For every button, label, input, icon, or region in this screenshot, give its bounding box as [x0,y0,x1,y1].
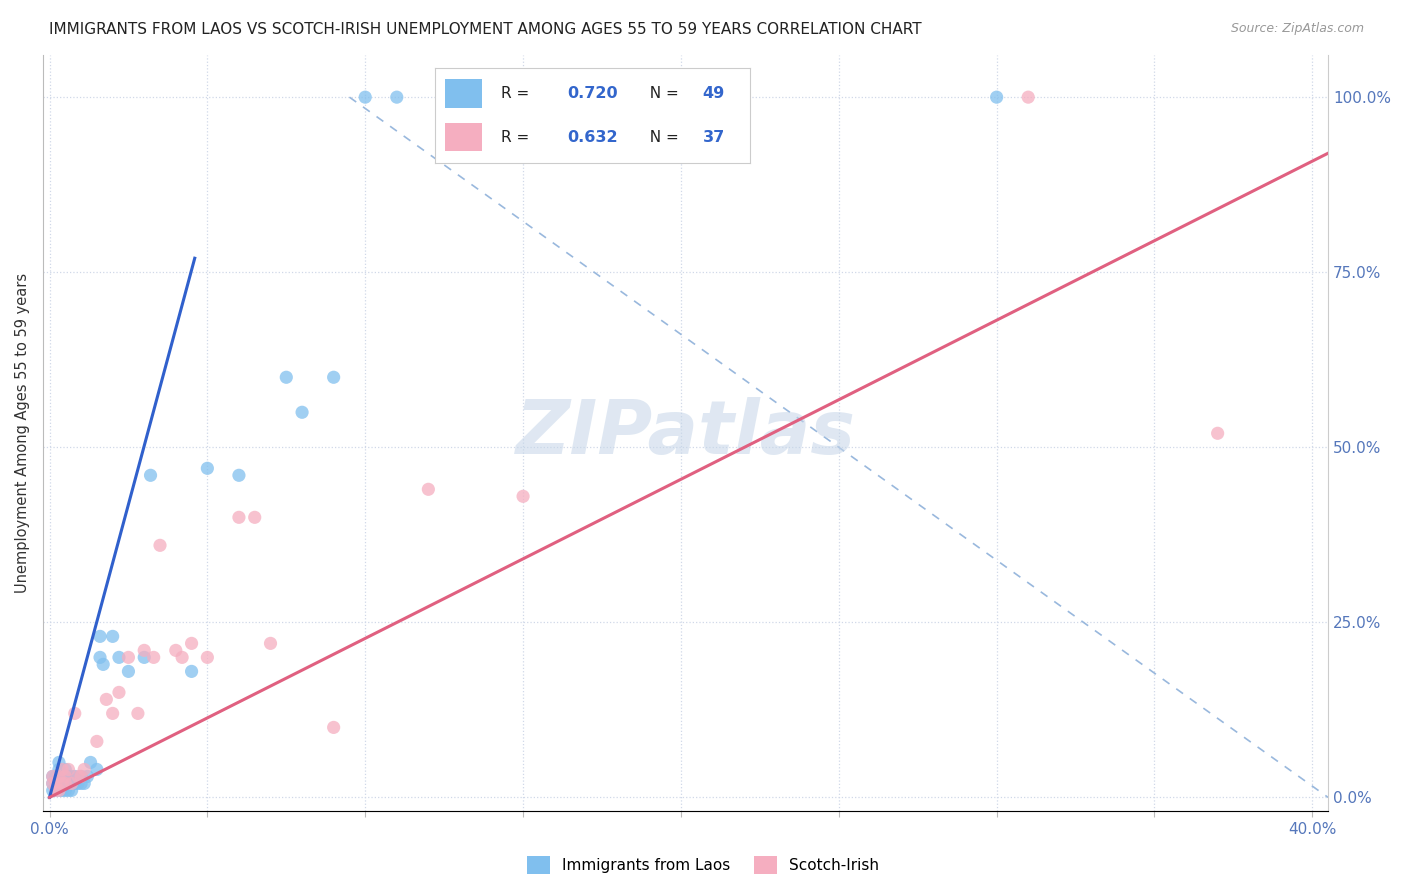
Point [70,769,93,783]
Text: ZIPatlas: ZIPatlas [516,397,856,470]
Point [51,783,73,797]
Point [139,468,162,483]
Text: Source: ZipAtlas.com: Source: ZipAtlas.com [1230,22,1364,36]
Point [89,629,111,643]
Point [60,783,83,797]
Point [53,776,76,790]
Point [322,370,344,384]
Point [108,685,131,699]
Point [127,706,149,721]
Point [41,769,63,783]
Point [73,776,96,790]
Point [45,776,67,790]
Point [48,769,70,783]
Point [53,783,76,797]
Point [48,776,70,790]
Point [117,665,139,679]
Point [58,763,80,777]
Point [195,650,218,665]
Point [180,636,202,650]
Point [45,769,67,783]
Point [53,776,76,790]
Point [60,776,83,790]
Point [276,370,298,384]
Point [1206,426,1229,441]
Point [228,510,250,524]
Point [45,776,67,790]
Text: IMMIGRANTS FROM LAOS VS SCOTCH-IRISH UNEMPLOYMENT AMONG AGES 55 TO 59 YEARS CORR: IMMIGRANTS FROM LAOS VS SCOTCH-IRISH UNE… [49,22,922,37]
Point [41,776,63,790]
Point [172,650,194,665]
Point [60,776,83,790]
Point [63,769,86,783]
Point [41,776,63,790]
Point [1017,90,1039,104]
Point [41,783,63,797]
Point [89,650,111,665]
Point [117,650,139,665]
Point [58,769,80,783]
Point [51,776,73,790]
Point [48,783,70,797]
Point [385,90,408,104]
Point [70,769,93,783]
Point [58,776,80,790]
Point [291,405,314,419]
Point [53,763,76,777]
Point [53,769,76,783]
Point [51,776,73,790]
Point [45,783,67,797]
Point [58,783,80,797]
Point [63,706,86,721]
Point [101,629,124,643]
Point [48,756,70,770]
Point [354,90,377,104]
Point [51,763,73,777]
Point [512,489,534,503]
Point [45,783,67,797]
Point [51,769,73,783]
Point [134,643,156,657]
Point [180,665,202,679]
Point [79,756,101,770]
Point [60,769,83,783]
Point [101,706,124,721]
Point [73,763,96,777]
Point [63,776,86,790]
Point [134,650,156,665]
Point [418,483,440,497]
Point [48,783,70,797]
Point [195,461,218,475]
Point [70,776,93,790]
Point [41,769,63,783]
Point [322,720,344,734]
Point [96,692,118,706]
Point [66,776,89,790]
Point [986,90,1008,104]
Point [86,734,108,748]
Point [48,763,70,777]
Point [91,657,114,672]
Point [108,650,131,665]
Point [66,769,89,783]
Point [86,763,108,777]
Point [53,769,76,783]
Point [165,643,187,657]
Point [149,538,172,552]
Point [76,769,98,783]
Point [228,468,250,483]
Legend: Immigrants from Laos, Scotch-Irish: Immigrants from Laos, Scotch-Irish [522,850,884,880]
Point [259,636,281,650]
Y-axis label: Unemployment Among Ages 55 to 59 years: Unemployment Among Ages 55 to 59 years [15,273,30,593]
Point [142,650,165,665]
Point [243,510,266,524]
